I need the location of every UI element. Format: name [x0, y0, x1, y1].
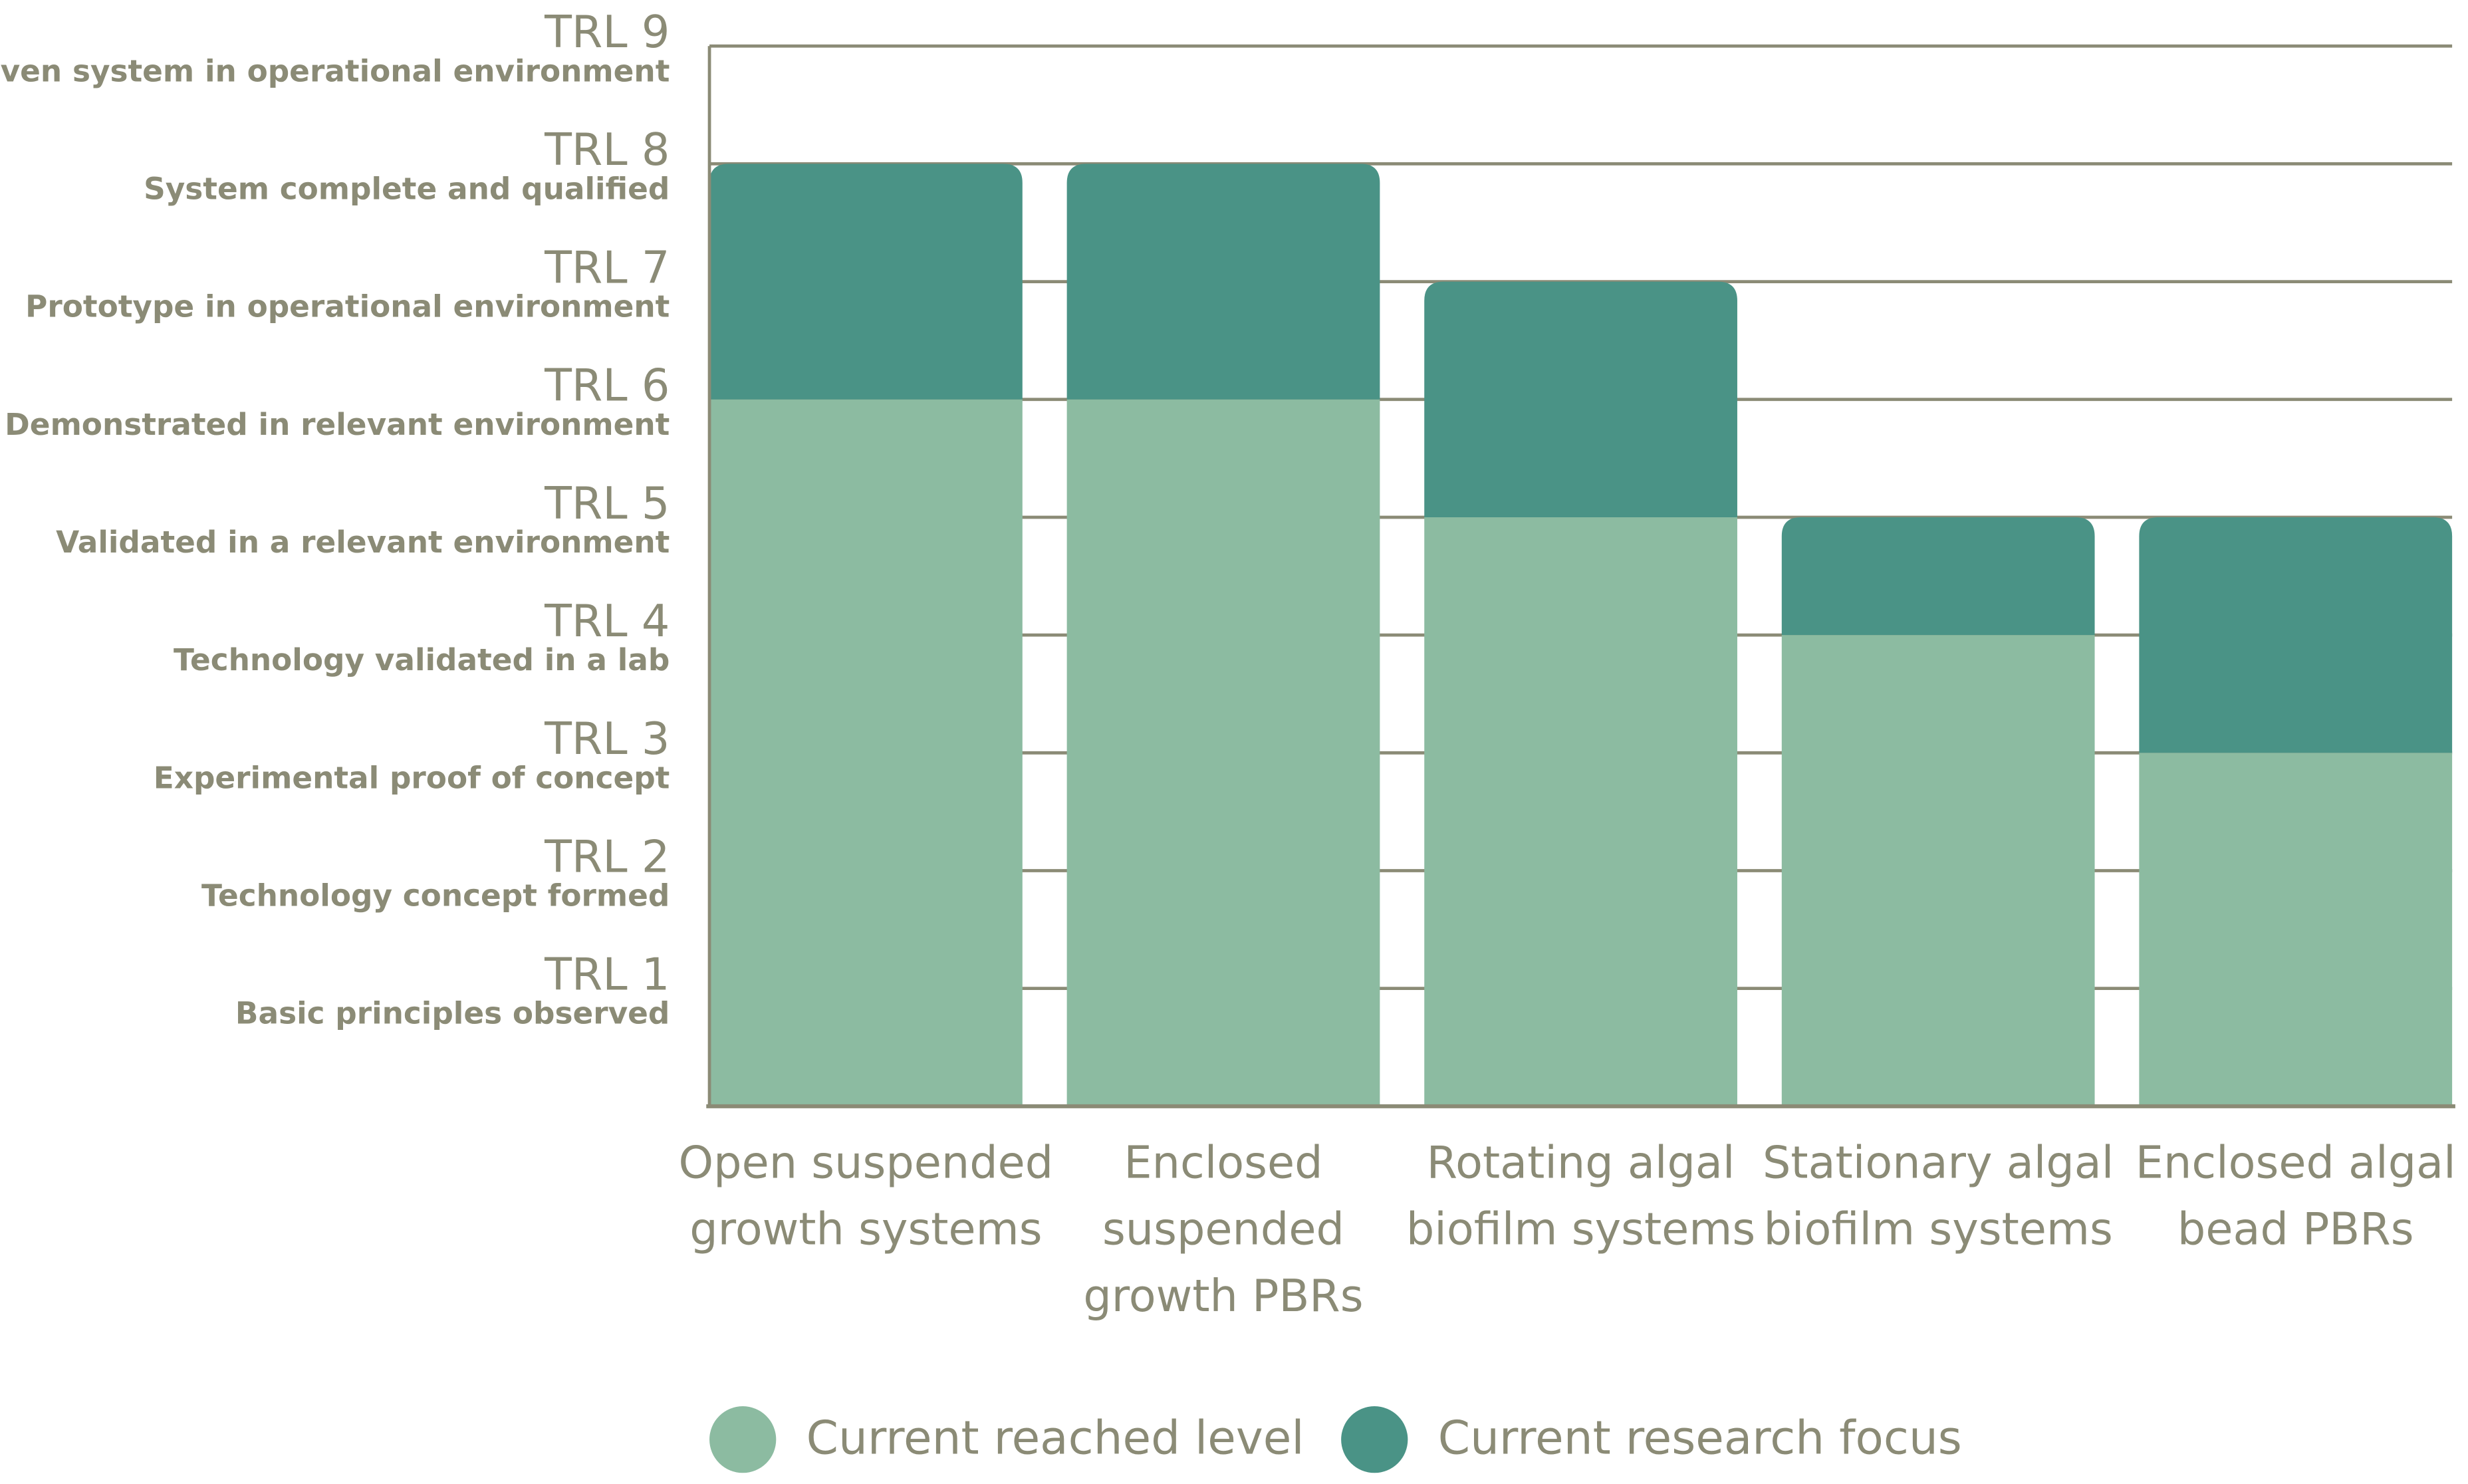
- legend-label: Current research focus: [1438, 1412, 1962, 1465]
- x-tick-label-box: Rotating algal biofilm systems: [1406, 1136, 1756, 1256]
- x-tick-label-box: Enclosed algal bead PBRs: [2135, 1136, 2456, 1256]
- y-tick-description: Proven system in operational environment: [0, 53, 670, 88]
- y-tick-description: Experimental proof of concept: [154, 760, 670, 795]
- y-tick-label: TRL 7: [544, 241, 670, 293]
- legend-swatch: [1341, 1406, 1408, 1473]
- bar-segment: [709, 399, 1023, 1106]
- bars: [709, 164, 2453, 1106]
- y-tick-label: TRL 5: [544, 477, 670, 529]
- x-tick-label: Enclosed algal bead PBRs: [2135, 1136, 2456, 1256]
- bar-segment: [1066, 399, 1380, 1106]
- bar-segment: [1781, 517, 2095, 636]
- y-tick-description: Demonstrated in relevant environment: [5, 407, 670, 442]
- x-tick-label: Rotating algal biofilm systems: [1406, 1136, 1756, 1256]
- bar-segment: [709, 164, 1023, 400]
- bar-segment: [1424, 517, 1737, 1106]
- legend: Current reached level Current research fo…: [709, 1406, 1962, 1473]
- bar-segment: [1781, 635, 2095, 1106]
- y-tick-description: Basic principles observed: [235, 996, 670, 1031]
- y-tick-label: TRL 3: [544, 713, 670, 765]
- y-tick-label: TRL 4: [544, 595, 670, 647]
- bar-segment: [2139, 517, 2453, 753]
- x-tick-label-box: Enclosed suspended growth PBRs: [1083, 1136, 1364, 1322]
- x-tick-label-box: Stationary algal biofilm systems: [1762, 1136, 2114, 1256]
- y-tick-description: Prototype in operational environment: [25, 289, 670, 324]
- y-tick-description: Technology validated in a lab: [174, 642, 670, 678]
- bar-segment: [2139, 753, 2453, 1106]
- y-tick-label: TRL 6: [544, 360, 670, 412]
- x-tick-label: Enclosed suspended growth PBRs: [1083, 1136, 1364, 1322]
- y-tick-label: TRL 1: [544, 949, 670, 1001]
- x-tick-label-box: Open suspended growth systems: [678, 1136, 1054, 1256]
- y-tick-label: TRL 9: [544, 6, 670, 58]
- y-tick-description: System complete and qualified: [144, 171, 670, 206]
- x-tick-label: Open suspended growth systems: [678, 1136, 1054, 1256]
- bar-segment: [1424, 281, 1737, 517]
- bar-segment: [1066, 164, 1380, 400]
- y-tick-description: Validated in a relevant environment: [56, 525, 670, 560]
- y-tick-label: TRL 2: [544, 830, 670, 882]
- y-tick-label: TRL 8: [544, 124, 670, 176]
- x-tick-label: Stationary algal biofilm systems: [1762, 1136, 2114, 1256]
- legend-swatch: [709, 1406, 777, 1473]
- legend-label: Current reached level: [806, 1412, 1304, 1465]
- y-tick-description: Technology concept formed: [201, 878, 670, 914]
